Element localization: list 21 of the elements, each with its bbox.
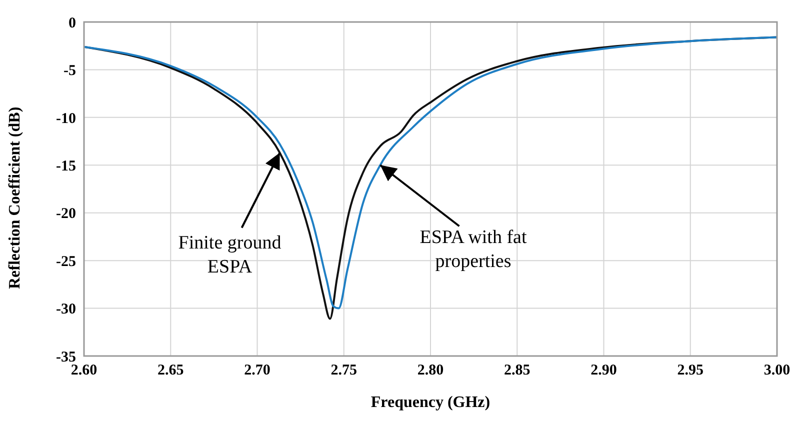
y-tick-label: -25 xyxy=(56,254,76,270)
x-tick-label: 2.95 xyxy=(677,362,704,379)
y-tick-label: -10 xyxy=(56,110,76,127)
x-tick-label: 2.60 xyxy=(70,362,98,379)
annotation: ESPA with fat properties xyxy=(420,227,528,272)
x-tick-label: 2.65 xyxy=(158,362,184,379)
y-axis-title: Reflection Coefficient (dB) xyxy=(6,106,24,289)
y-tick-label: -30 xyxy=(56,302,76,318)
x-tick-label: 2.85 xyxy=(504,362,530,379)
y-tick-label: -5 xyxy=(64,63,76,80)
y-tick-label: -20 xyxy=(56,206,76,222)
annotation: Finite ground ESPA xyxy=(178,232,282,278)
x-tick-label: 2.80 xyxy=(417,362,444,379)
x-tick-label: 2.75 xyxy=(330,362,357,379)
y-tick-label: 0 xyxy=(68,15,76,32)
x-axis-title: Frequency (GHz) xyxy=(370,394,490,411)
x-tick-label: 2.70 xyxy=(244,362,270,379)
x-tick-label: 3.00 xyxy=(764,362,790,379)
y-tick-label: -35 xyxy=(56,349,76,366)
x-tick-label: 2.90 xyxy=(590,362,617,379)
y-tick-label: -15 xyxy=(56,158,76,174)
